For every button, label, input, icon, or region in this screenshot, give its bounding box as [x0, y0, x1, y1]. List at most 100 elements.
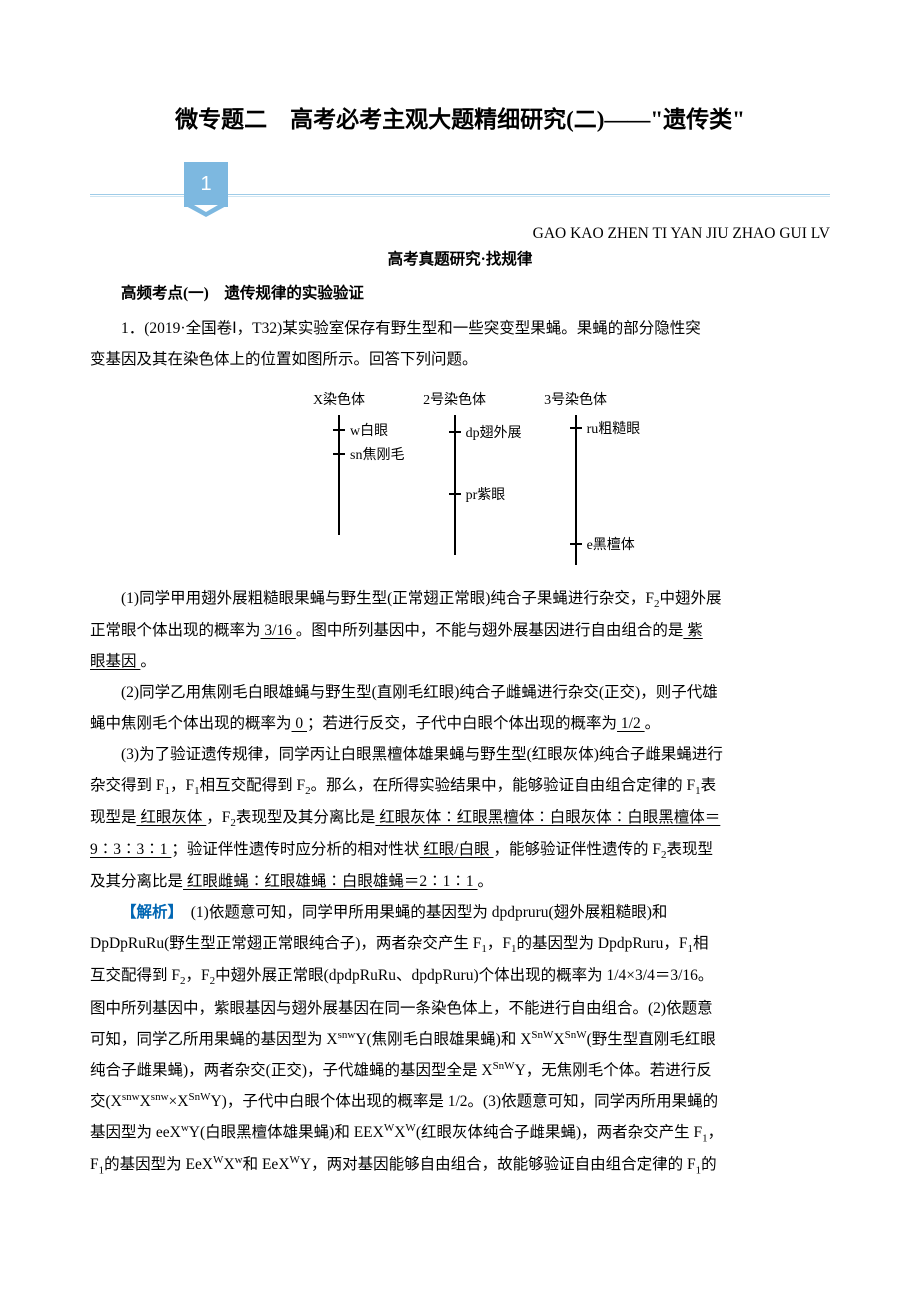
- explain-label: 【解析】: [121, 904, 175, 921]
- p2-line2: 蝇中焦刚毛个体出现的概率为 0 ；若进行反交，子代中白眼个体出现的概率为 1/2…: [90, 708, 830, 739]
- chromosome-label: 3号染色体: [544, 389, 607, 409]
- chromosome-body: ru粗糙眼e黑檀体: [575, 415, 577, 565]
- p3-a: (3)为了验证遗传规律，同学丙让白眼黑檀体雄果蝇与野生型(红眼灰体)纯合子雌果蝇…: [121, 746, 723, 763]
- ex-l7: 交(XsnwXsnw×XSnWY)，子代中白眼个体出现的概率是 1/2。(3)依…: [90, 1086, 830, 1117]
- p3-f: 表: [701, 777, 717, 794]
- ex-t20: 基因型为 eeX: [90, 1124, 181, 1141]
- ex-t27: X: [223, 1156, 234, 1173]
- page-title: 微专题二 高考必考主观大题精细研究(二)——"遗传类": [90, 100, 830, 134]
- ex-t1: (1)依题意可知，同学甲所用果蝇的基因型为 dpdpruru(翅外展粗糙眼)和: [175, 904, 667, 921]
- p2-b: 蝇中焦刚毛个体出现的概率为: [90, 715, 292, 732]
- p3-line2: 杂交得到 F1，F1相互交配得到 F2。那么，在所得实验结果中，能够验证自由组合…: [90, 770, 830, 802]
- p3-b: 杂交得到 F: [90, 777, 165, 794]
- ex-t26: 的基因型为 EeX: [104, 1156, 213, 1173]
- sup: W: [213, 1154, 223, 1166]
- ex-t24: ，: [708, 1124, 724, 1141]
- p3-j: ；验证伴性遗传时应分析的相对性状: [171, 841, 419, 858]
- ex-t6: 互交配得到 F: [90, 967, 180, 984]
- ex-t25: F: [90, 1156, 99, 1173]
- ex-t12: X: [553, 1031, 564, 1048]
- p1-line3: 眼基因 。: [90, 646, 830, 677]
- p3: (3)为了验证遗传规律，同学丙让白眼黑檀体雄果蝇与野生型(红眼灰体)纯合子雌果蝇…: [90, 739, 830, 770]
- q1-stem-a: 1．(2019·全国卷Ⅰ，T32)某实验室保存有野生型和一些突变型果蝇。果蝇的部…: [121, 320, 701, 337]
- chromosome-line: w白眼sn焦刚毛: [338, 415, 340, 535]
- chromosome-line: dp翅外展pr紫眼: [454, 415, 456, 555]
- explanation: 【解析】 (1)依题意可知，同学甲所用果蝇的基因型为 dpdpruru(翅外展粗…: [90, 897, 830, 928]
- tab-number: 1: [200, 173, 211, 196]
- gene-label: dp翅外展: [466, 422, 522, 442]
- p3-k: ，能够验证伴性遗传的 F: [493, 841, 661, 858]
- p2-a: (2)同学乙用焦刚毛白眼雄蝇与野生型(直刚毛红眼)纯合子雌蝇进行杂交(正交)，则…: [121, 684, 718, 701]
- chromosome-label: X染色体: [313, 389, 365, 409]
- gene-tick: [570, 543, 582, 545]
- gene-tick: [333, 429, 345, 431]
- chromosome-diagram: X染色体w白眼sn焦刚毛2号染色体dp翅外展pr紫眼3号染色体ru粗糙眼e黑檀体: [90, 389, 830, 565]
- ex-l9: F1的基因型为 EeXWXw和 EeXWY，两对基因能够自由组合，故能够验证自由…: [90, 1149, 830, 1181]
- section-heading: 高频考点(一) 遗传规律的实验验证: [90, 281, 830, 303]
- p1-ans2: 紫: [683, 622, 702, 639]
- ex-l8: 基因型为 eeXwY(白眼黑檀体雄果蝇)和 EEXWXW(红眼灰体纯合子雌果蝇)…: [90, 1117, 830, 1149]
- sup: SnW: [531, 1029, 553, 1041]
- sup: w: [181, 1122, 189, 1134]
- chromosome-line: ru粗糙眼e黑檀体: [575, 415, 577, 565]
- section-number-tab: 1: [184, 162, 228, 207]
- sup: w: [235, 1154, 243, 1166]
- p3-ans2b: 9∶3∶3∶1: [90, 841, 171, 858]
- ex-t10: 可知，同学乙所用果蝇的基因型为 X: [90, 1031, 338, 1048]
- ex-l6: 纯合子雌果蝇)，两者杂交(正交)，子代雄蝇的基因型全是 XSnWY，无焦刚毛个体…: [90, 1055, 830, 1086]
- p1-ans1: 3/16: [261, 622, 296, 639]
- p2-ans1: 0: [292, 715, 308, 732]
- sup: SnW: [565, 1029, 587, 1041]
- ex-t8: 中翅外展正常眼(dpdpRuRu、dpdpRuru)个体出现的概率为 1/4×3…: [215, 967, 713, 984]
- ex-l2: DpDpRuRu(野生型正常翅正常眼纯合子)，两者杂交产生 F1，F1的基因型为…: [90, 928, 830, 960]
- ex-l3: 互交配得到 F2，F2中翅外展正常眼(dpdpRuRu、dpdpRuru)个体出…: [90, 960, 830, 992]
- p3-m: 及其分离比是: [90, 873, 183, 890]
- chromosome-label: 2号染色体: [423, 389, 486, 409]
- ex-t22: X: [394, 1124, 405, 1141]
- sup: W: [405, 1122, 415, 1134]
- section-divider: 1: [90, 162, 830, 207]
- subtitle: 高考真题研究·找规律: [90, 247, 830, 269]
- chromosome-body: w白眼sn焦刚毛: [338, 415, 340, 535]
- gene-label: w白眼: [350, 420, 388, 440]
- p3-e: 。那么，在所得实验结果中，能够验证自由组合定律的 F: [311, 777, 696, 794]
- ex-t7: ，F: [186, 967, 210, 984]
- gene-tick: [333, 453, 345, 455]
- p1-c: 。图中所列基因中，不能与翅外展基因进行自由组合的是: [296, 622, 684, 639]
- p1-ans2b: 眼基因: [90, 653, 140, 670]
- ex-t16: 交(X: [90, 1093, 122, 1110]
- p1-b: 正常眼个体出现的概率为: [90, 622, 261, 639]
- p3-line5: 及其分离比是 红眼雌蝇∶红眼雄蝇∶白眼雄蝇＝2∶1∶1 。: [90, 866, 830, 897]
- gene-label: pr紫眼: [466, 484, 506, 504]
- sup: snw: [122, 1091, 140, 1103]
- p1: (1)同学甲用翅外展粗糙眼果蝇与野生型(正常翅正常眼)纯合子果蝇进行杂交，F2中…: [90, 583, 830, 615]
- p2-ans2: 1/2: [617, 715, 645, 732]
- tab-notch-inner: [194, 205, 218, 212]
- gene-tick: [449, 431, 461, 433]
- ex-t29: Y，两对基因能够自由组合，故能够验证自由组合定律的 F: [300, 1156, 696, 1173]
- gene-label: sn焦刚毛: [350, 444, 404, 464]
- p1-line2: 正常眼个体出现的概率为 3/16 。图中所列基因中，不能与翅外展基因进行自由组合…: [90, 615, 830, 646]
- p3-n: 。: [478, 873, 494, 890]
- ex-t4: 的基因型为 DpdpRuru，F: [517, 935, 688, 952]
- sup: W: [290, 1154, 300, 1166]
- p3-c: ，F: [170, 777, 194, 794]
- gene-label: e黑檀体: [587, 534, 635, 554]
- chromosome-column: X染色体 w白眼sn焦刚毛: [313, 389, 365, 565]
- sup: snw: [338, 1029, 356, 1041]
- ex-t19: Y)，子代中白眼个体出现的概率是 1/2。(3)依题意可知，同学丙所用果蝇的: [210, 1093, 718, 1110]
- p3-i: 表现型及其分离比是: [236, 809, 376, 826]
- sup: W: [384, 1122, 394, 1134]
- ex-t21: Y(白眼黑檀体雄果蝇)和 EEX: [189, 1124, 384, 1141]
- q1-stem-b: 变基因及其在染色体上的位置如图所示。回答下列问题。: [90, 344, 830, 375]
- p3-ans2: 红眼灰体∶红眼黑檀体∶白眼灰体∶白眼黑檀体＝: [375, 809, 720, 826]
- ex-t15: Y，无焦刚毛个体。若进行反: [515, 1062, 712, 1079]
- title-main: 微专题二 高考必考主观大题精细研究(二)——: [175, 107, 650, 132]
- ex-t14: 纯合子雌果蝇)，两者杂交(正交)，子代雄蝇的基因型全是 X: [90, 1062, 493, 1079]
- p2-c: ；若进行反交，子代中白眼个体出现的概率为: [307, 715, 617, 732]
- ex-t13: (野生型直刚毛红眼: [587, 1031, 716, 1048]
- p2: (2)同学乙用焦刚毛白眼雄蝇与野生型(直刚毛红眼)纯合子雌蝇进行杂交(正交)，则…: [90, 677, 830, 708]
- p3-ans4: 红眼雌蝇∶红眼雄蝇∶白眼雄蝇＝2∶1∶1: [183, 873, 478, 890]
- p3-d: 相互交配得到 F: [200, 777, 306, 794]
- p3-line3: 现型是 红眼灰体 ，F2表现型及其分离比是 红眼灰体∶红眼黑檀体∶白眼灰体∶白眼…: [90, 802, 830, 834]
